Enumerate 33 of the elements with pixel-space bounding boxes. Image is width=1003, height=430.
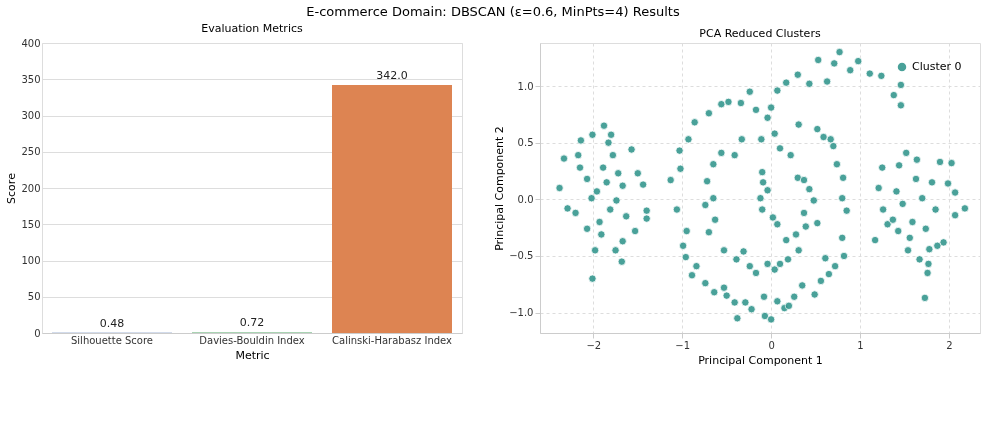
y-tick-label: 200 bbox=[21, 182, 41, 194]
data-label: 0.72 bbox=[239, 316, 265, 330]
y-tick-label: 400 bbox=[21, 37, 41, 49]
y-tick-label: 0.0 bbox=[517, 193, 534, 205]
chart-title: PCA Reduced Clusters bbox=[699, 27, 821, 40]
x-tick-label: 0 bbox=[768, 339, 775, 351]
data-label: 342.0 bbox=[376, 69, 408, 83]
y-tick-label: −0.5 bbox=[509, 250, 534, 262]
y-axis-title: Principal Component 2 bbox=[493, 126, 507, 251]
y-tick-label: 1.0 bbox=[517, 80, 534, 92]
y-tick-label: 300 bbox=[21, 110, 41, 121]
y-axis-title: Score bbox=[5, 172, 19, 204]
y-tick-label: 50 bbox=[27, 291, 41, 303]
x-axis-title: Principal Component 1 bbox=[698, 353, 823, 367]
x-tick-label: −1 bbox=[675, 339, 691, 351]
y-tick-label: 100 bbox=[21, 255, 41, 266]
x-tick-label: 1 bbox=[857, 339, 864, 351]
y-tick-label: 0.5 bbox=[517, 137, 534, 149]
chart-title: Evaluation Metrics bbox=[201, 22, 303, 35]
y-tick-label: 150 bbox=[21, 218, 41, 230]
bar bbox=[332, 85, 452, 333]
x-axis-title: Metric bbox=[235, 348, 270, 362]
x-tick-label: Calinski-Harabasz Index bbox=[332, 334, 453, 346]
y-tick-label: −1.0 bbox=[509, 307, 534, 319]
x-tick-label: −2 bbox=[586, 339, 602, 351]
x-tick-label: Silhouette Score bbox=[70, 334, 154, 346]
data-label: 0.48 bbox=[99, 316, 125, 330]
y-tick-label: 350 bbox=[21, 73, 41, 85]
y-tick-label: 250 bbox=[21, 146, 41, 158]
text: E-commerce Domain: DBSCAN (ε=0.6, MinPts=4) Results bbox=[306, 3, 680, 19]
legend-label: Cluster 0 bbox=[912, 60, 962, 73]
x-tick-label: Davies-Bouldin Index bbox=[199, 334, 305, 346]
x-tick-label: 2 bbox=[946, 339, 953, 351]
